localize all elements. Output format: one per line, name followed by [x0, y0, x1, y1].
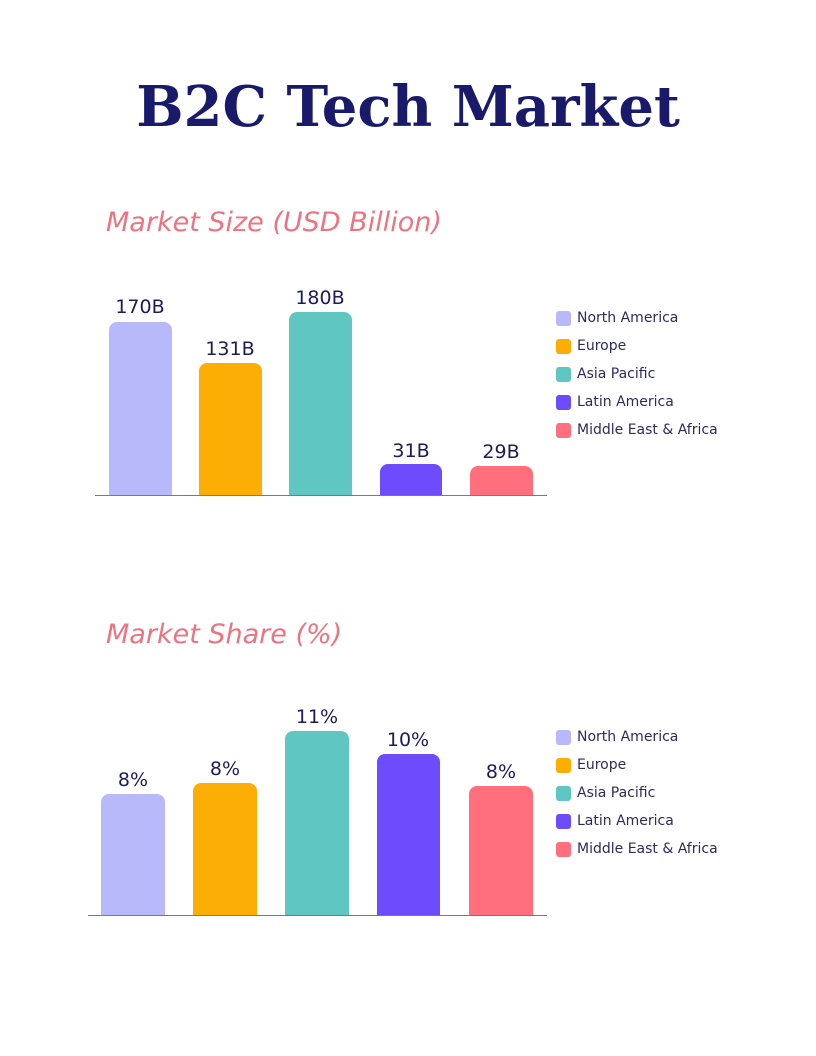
value-label: 8% [209, 758, 241, 780]
legend-item-north-america: North America [556, 729, 678, 745]
swatch-icon [556, 422, 571, 438]
bar-north-america [109, 322, 172, 495]
swatch-icon [556, 785, 571, 801]
swatch-icon [556, 841, 571, 857]
bar-middle-east-africa [470, 466, 533, 495]
x-axis [88, 915, 547, 916]
bar-europe [199, 363, 262, 495]
swatch-icon [556, 338, 571, 354]
x-axis [95, 495, 547, 496]
swatch-icon [556, 729, 571, 745]
bar-asia-pacific [285, 731, 349, 915]
legend-item-middle-east-africa: Middle East & Africa [556, 422, 718, 438]
value-label: 180B [295, 287, 345, 309]
bar-asia-pacific [289, 312, 352, 495]
value-label: 131B [205, 338, 255, 360]
swatch-icon [556, 813, 571, 829]
value-label: 8% [117, 769, 149, 791]
page-title: B2C Tech Market [136, 74, 680, 140]
value-label: 29B [482, 441, 520, 463]
swatch-icon [556, 366, 571, 382]
legend-item-middle-east-africa: Middle East & Africa [556, 841, 718, 857]
bar-europe [193, 783, 257, 915]
value-label: 170B [115, 296, 165, 318]
value-label: 11% [295, 706, 339, 728]
legend-item-europe: Europe [556, 757, 626, 773]
bar-middle-east-africa [469, 786, 533, 915]
legend-item-europe: Europe [556, 338, 626, 354]
swatch-icon [556, 310, 571, 326]
value-label: 8% [485, 761, 517, 783]
legend-item-north-america: North America [556, 310, 678, 326]
market-size-chart-title: Market Size (USD Billion) [106, 207, 442, 238]
bar-north-america [101, 794, 165, 915]
swatch-icon [556, 394, 571, 410]
bar-latin-america [377, 754, 440, 915]
legend-item-latin-america: Latin America [556, 394, 674, 410]
legend-item-asia-pacific: Asia Pacific [556, 366, 655, 382]
bar-latin-america [380, 464, 442, 495]
legend-item-asia-pacific: Asia Pacific [556, 785, 655, 801]
market-share-chart-title: Market Share (%) [106, 619, 343, 650]
value-label: 10% [386, 729, 430, 751]
value-label: 31B [392, 440, 430, 462]
swatch-icon [556, 757, 571, 773]
legend-item-latin-america: Latin America [556, 813, 674, 829]
